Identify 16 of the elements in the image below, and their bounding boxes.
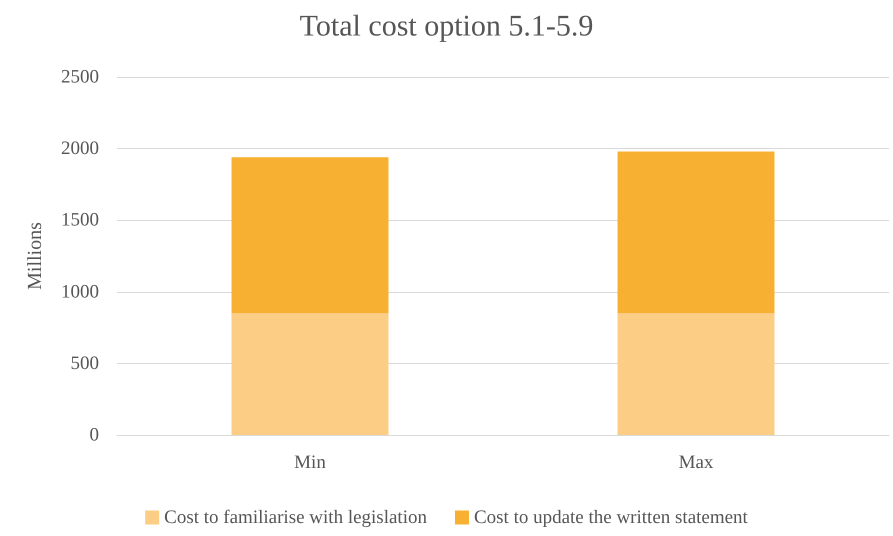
legend-label: Cost to update the written statement xyxy=(474,507,749,528)
x-tick-label: Min xyxy=(294,452,326,473)
bar xyxy=(232,157,388,314)
bar xyxy=(232,313,388,435)
y-tick-label: 1500 xyxy=(61,210,99,231)
legend-label: Cost to familiarise with legislation xyxy=(164,507,428,528)
y-tick-label: 0 xyxy=(90,424,99,446)
y-tick-label: 500 xyxy=(70,352,99,374)
y-tick-label: 2500 xyxy=(61,66,99,88)
bar xyxy=(618,313,774,435)
x-tick-label: Max xyxy=(678,452,714,473)
y-axis-title: Millions xyxy=(24,222,46,290)
chart-title: Total cost option 5.1-5.9 xyxy=(300,10,594,42)
y-tick-label: 2000 xyxy=(61,138,99,160)
bar xyxy=(618,151,774,314)
y-tick-label: 1000 xyxy=(61,281,99,302)
